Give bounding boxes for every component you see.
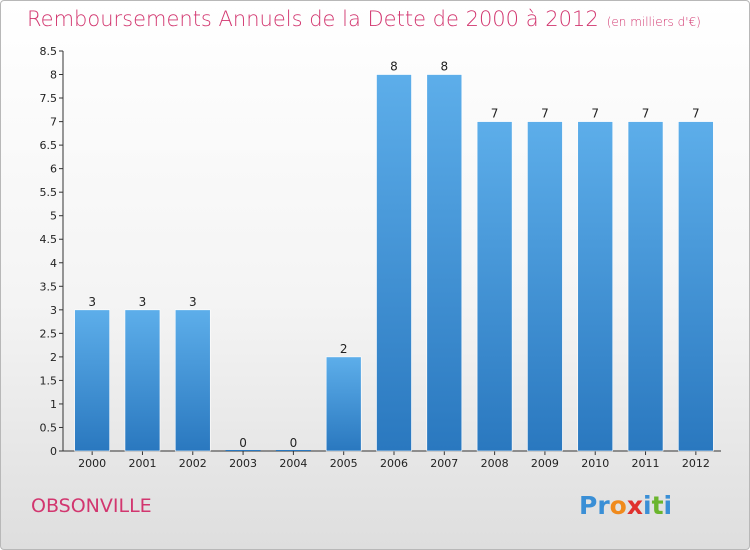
y-tick-label: 8.5 bbox=[40, 45, 58, 58]
x-tick-label: 2008 bbox=[481, 457, 509, 470]
logo-letter: x bbox=[626, 491, 643, 520]
chart-title: Remboursements Annuels de la Dette de 20… bbox=[27, 7, 701, 31]
data-label: 8 bbox=[390, 60, 398, 74]
x-tick-label: 2002 bbox=[179, 457, 207, 470]
data-label: 7 bbox=[642, 107, 650, 121]
bar bbox=[476, 121, 513, 452]
y-tick-label: 4 bbox=[50, 257, 57, 270]
y-tick-label: 5.5 bbox=[40, 186, 58, 199]
bar bbox=[174, 309, 211, 452]
bar bbox=[74, 309, 110, 452]
bar bbox=[577, 121, 614, 452]
x-tick-label: 2000 bbox=[78, 457, 106, 470]
data-label: 3 bbox=[139, 295, 147, 309]
logo-letter: P bbox=[579, 491, 598, 520]
y-tick-label: 7.5 bbox=[40, 92, 58, 105]
bar bbox=[275, 450, 311, 451]
bar bbox=[325, 356, 362, 452]
bar bbox=[627, 121, 664, 452]
x-tick-label: 2006 bbox=[380, 457, 408, 470]
y-tick-label: 7 bbox=[50, 116, 57, 129]
y-tick-label: 6.5 bbox=[40, 139, 58, 152]
logo-letter: t bbox=[651, 491, 664, 520]
data-label: 7 bbox=[591, 107, 599, 121]
bar bbox=[124, 309, 161, 452]
commune-name: OBSONVILLE bbox=[31, 495, 152, 517]
logo-letter: i bbox=[643, 491, 652, 520]
chart-title-main: Remboursements Annuels de la Dette de 20… bbox=[27, 7, 599, 31]
data-label: 7 bbox=[491, 107, 499, 121]
data-label: 7 bbox=[692, 107, 700, 121]
data-label: 3 bbox=[189, 295, 197, 309]
y-tick-label: 1.5 bbox=[40, 374, 58, 387]
x-tick-label: 2003 bbox=[229, 457, 257, 470]
data-labels: 3 3 3 0 0 2 8 8 7 7 7 7 7 bbox=[88, 60, 699, 450]
data-label: 8 bbox=[440, 60, 448, 74]
x-tick-label: 2009 bbox=[531, 457, 559, 470]
data-label: 0 bbox=[290, 436, 298, 450]
x-tick-label: 2007 bbox=[430, 457, 458, 470]
x-tick-label: 2005 bbox=[330, 457, 358, 470]
y-tick-label: 6 bbox=[50, 163, 57, 176]
y-tick-label: 8 bbox=[50, 69, 57, 82]
y-tick-label: 2 bbox=[50, 351, 57, 364]
bar bbox=[376, 74, 412, 452]
y-tick-label: 4.5 bbox=[40, 233, 58, 246]
logo-letter: i bbox=[663, 491, 673, 520]
data-label: 0 bbox=[239, 436, 247, 450]
data-label: 7 bbox=[541, 107, 549, 121]
data-label: 2 bbox=[340, 342, 348, 356]
x-axis: 2000 2001 2002 2003 2004 2005 2006 2007 2008 2009… bbox=[63, 450, 721, 470]
bar bbox=[225, 450, 261, 451]
y-axis: 0 0.5 1 1.5 2 2.5 3 3.5 4 4.5 5 5.5 6 6.5 7 7.5 8 8.5 bbox=[40, 45, 64, 458]
y-tick-label: 0 bbox=[50, 445, 57, 458]
bar bbox=[426, 74, 463, 452]
x-tick-label: 2012 bbox=[682, 457, 710, 470]
y-tick-label: 3.5 bbox=[40, 280, 58, 293]
x-tick-label: 2010 bbox=[581, 457, 609, 470]
logo-letter: r bbox=[597, 491, 610, 520]
y-tick-label: 1 bbox=[50, 398, 57, 411]
data-label: 3 bbox=[88, 295, 96, 309]
y-tick-label: 2.5 bbox=[40, 327, 58, 340]
y-tick-label: 3 bbox=[50, 304, 57, 317]
x-tick-label: 2004 bbox=[279, 457, 307, 470]
y-tick-label: 5 bbox=[50, 210, 57, 223]
bar bbox=[527, 121, 563, 452]
bars bbox=[74, 74, 714, 452]
chart-title-unit: (en milliers d'€) bbox=[606, 15, 701, 29]
logo-letter: o bbox=[609, 491, 627, 520]
proxiti-logo: Proxiti bbox=[579, 491, 672, 520]
y-tick-label: 0.5 bbox=[40, 421, 58, 434]
x-tick-label: 2011 bbox=[632, 457, 660, 470]
bar bbox=[678, 121, 714, 452]
x-tick-label: 2001 bbox=[128, 457, 156, 470]
